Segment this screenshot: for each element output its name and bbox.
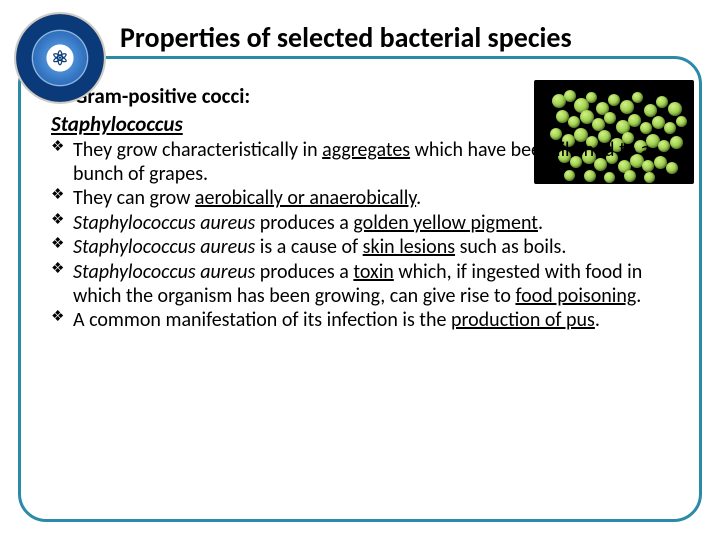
section-heading: 1. Gram-positive cocci: bbox=[53, 83, 681, 109]
bullet-item: They grow characteristically in aggregat… bbox=[51, 139, 681, 186]
content-frame: 1. Gram-positive cocci: Staphylococcus T… bbox=[18, 56, 702, 522]
bullet-item: Staphylococcus aureus is a cause of skin… bbox=[51, 236, 681, 260]
bullet-item: A common manifestation of its infection … bbox=[51, 309, 681, 333]
organism-subheading: Staphylococcus bbox=[51, 111, 681, 137]
bullet-item: They can grow aerobically or anaerobical… bbox=[51, 187, 681, 211]
bullet-list: They grow characteristically in aggregat… bbox=[51, 139, 681, 333]
bullet-item: Staphylococcus aureus produces a toxin w… bbox=[51, 261, 681, 308]
institution-logo: ⚛ bbox=[14, 12, 106, 104]
slide-title: Properties of selected bacterial species bbox=[120, 20, 690, 55]
bullet-item: Staphylococcus aureus produces a golden … bbox=[51, 212, 681, 236]
